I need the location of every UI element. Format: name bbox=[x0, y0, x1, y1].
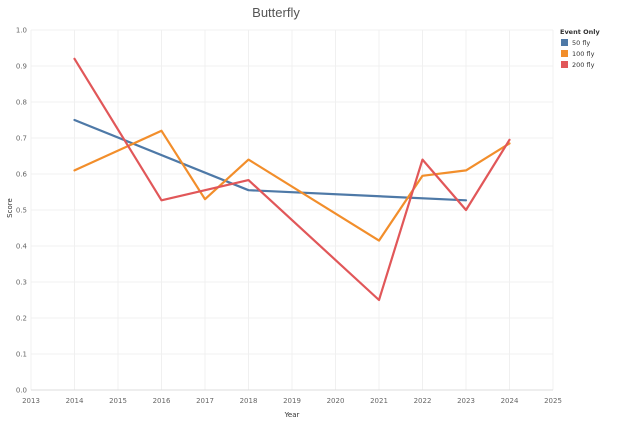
y-tick-label: 0.3 bbox=[16, 279, 27, 287]
y-axis-label: Score bbox=[6, 198, 14, 218]
x-tick-label: 2016 bbox=[153, 397, 171, 405]
x-tick-label: 2017 bbox=[196, 397, 214, 405]
x-axis-label: Year bbox=[284, 411, 300, 419]
series-line-50-fly bbox=[73, 118, 468, 202]
y-tick-label: 0.6 bbox=[16, 171, 28, 179]
y-tick-label: 0.5 bbox=[16, 207, 27, 215]
legend-items: 50 fly 100 fly 200 fly bbox=[561, 39, 595, 69]
y-tick-label: 0.8 bbox=[16, 99, 27, 107]
series-lines bbox=[73, 57, 511, 302]
legend: Event Only 50 fly 100 fly 200 fly bbox=[560, 28, 600, 69]
y-tick-label: 0.4 bbox=[16, 243, 28, 251]
series-line-100-fly bbox=[73, 129, 511, 242]
x-tick-label: 2021 bbox=[370, 397, 388, 405]
y-tick-label: 0.0 bbox=[16, 387, 27, 395]
x-tick-label: 2024 bbox=[501, 397, 519, 405]
x-tick-label: 2018 bbox=[240, 397, 258, 405]
legend-swatch-50-fly bbox=[561, 39, 568, 46]
grid bbox=[30, 29, 554, 391]
legend-swatch-100-fly bbox=[561, 50, 568, 57]
x-tick-label: 2015 bbox=[109, 397, 127, 405]
x-tick-label: 2022 bbox=[414, 397, 432, 405]
y-tick-label: 0.7 bbox=[16, 135, 27, 143]
legend-label-100-fly: 100 fly bbox=[572, 50, 595, 58]
legend-label-50-fly: 50 fly bbox=[572, 39, 590, 47]
x-tick-label: 2014 bbox=[66, 397, 84, 405]
y-tick-label: 0.2 bbox=[16, 315, 27, 323]
axes: 2013 2014 2015 2016 2017 2018 2019 2020 2021 2022… bbox=[16, 27, 562, 406]
series-line-200-fly bbox=[73, 57, 511, 302]
x-tick-label: 2025 bbox=[544, 397, 562, 405]
y-tick-label: 1.0 bbox=[16, 27, 27, 35]
x-tick-label: 2013 bbox=[22, 397, 40, 405]
y-tick-label: 0.9 bbox=[16, 63, 27, 71]
x-tick-label: 2023 bbox=[457, 397, 475, 405]
legend-label-200-fly: 200 fly bbox=[572, 61, 595, 69]
x-tick-label: 2020 bbox=[327, 397, 345, 405]
legend-title: Event Only bbox=[560, 28, 600, 36]
x-tick-label: 2019 bbox=[283, 397, 301, 405]
chart-title: Butterfly bbox=[252, 5, 300, 20]
legend-swatch-200-fly bbox=[561, 61, 568, 68]
y-tick-label: 0.1 bbox=[16, 351, 27, 359]
